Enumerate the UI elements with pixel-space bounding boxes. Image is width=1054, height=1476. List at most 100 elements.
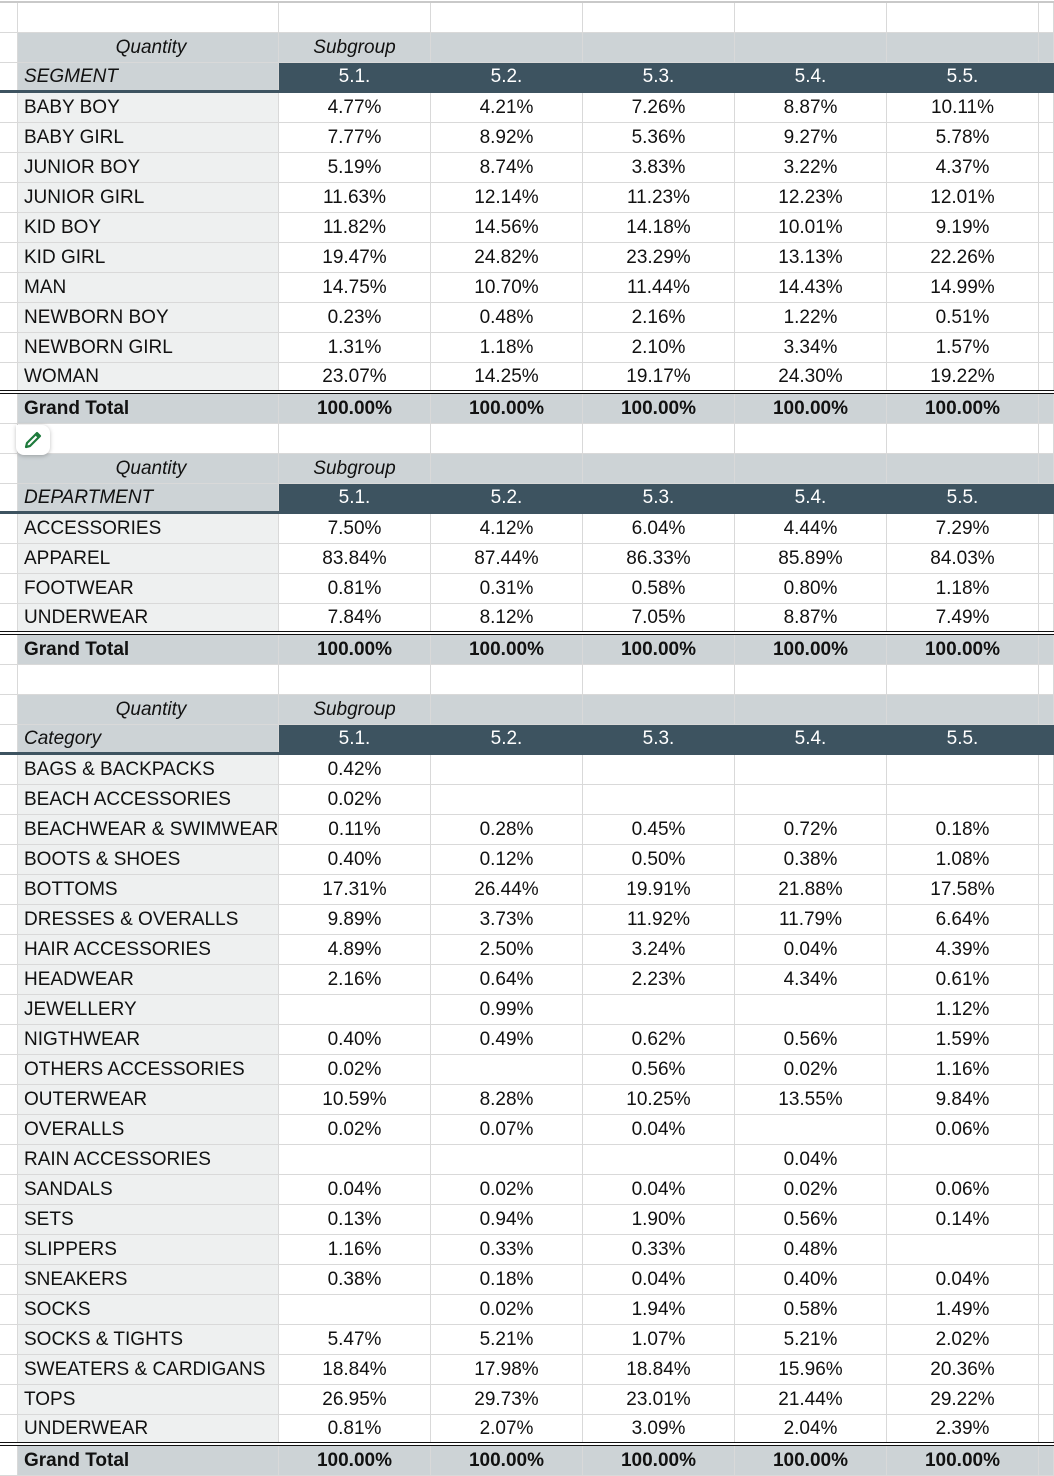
value-cell[interactable]: 3.73% bbox=[431, 905, 583, 934]
value-cell[interactable]: 12.01% bbox=[887, 183, 1039, 212]
row-label[interactable]: RAIN ACCESSORIES bbox=[18, 1145, 279, 1174]
cell[interactable] bbox=[18, 3, 279, 32]
column-field-label[interactable]: Subgroup bbox=[279, 33, 431, 62]
value-cell[interactable]: 10.01% bbox=[735, 213, 887, 242]
value-cell[interactable]: 4.21% bbox=[431, 93, 583, 122]
measure-label[interactable]: Quantity bbox=[18, 454, 279, 483]
value-cell[interactable]: 9.84% bbox=[887, 1085, 1039, 1114]
row-label[interactable]: OUTERWEAR bbox=[18, 1085, 279, 1114]
row-label[interactable]: APPAREL bbox=[18, 544, 279, 573]
value-cell[interactable]: 0.94% bbox=[431, 1205, 583, 1234]
column-header-5.2.[interactable]: 5.2. bbox=[431, 63, 583, 90]
value-cell[interactable]: 84.03% bbox=[887, 544, 1039, 573]
grand-total-value[interactable]: 100.00% bbox=[735, 635, 887, 664]
grand-total-value[interactable]: 100.00% bbox=[431, 1446, 583, 1475]
value-cell[interactable]: 19.22% bbox=[887, 363, 1039, 390]
cell[interactable] bbox=[1039, 454, 1054, 483]
row-label[interactable]: BEACHWEAR & SWIMWEAR bbox=[18, 815, 279, 844]
value-cell[interactable]: 0.42% bbox=[279, 755, 431, 784]
value-cell[interactable]: 0.02% bbox=[431, 1175, 583, 1204]
value-cell[interactable]: 85.89% bbox=[735, 544, 887, 573]
value-cell[interactable]: 0.04% bbox=[735, 1145, 887, 1174]
value-cell[interactable]: 11.23% bbox=[583, 183, 735, 212]
value-cell[interactable]: 0.48% bbox=[735, 1235, 887, 1264]
row-field-label[interactable]: DEPARTMENT bbox=[18, 484, 279, 511]
value-cell[interactable] bbox=[583, 785, 735, 814]
cell[interactable] bbox=[431, 665, 583, 694]
cell[interactable] bbox=[1039, 1085, 1054, 1114]
value-cell[interactable]: 6.04% bbox=[583, 514, 735, 543]
value-cell[interactable]: 19.17% bbox=[583, 363, 735, 390]
value-cell[interactable]: 4.77% bbox=[279, 93, 431, 122]
value-cell[interactable]: 12.14% bbox=[431, 183, 583, 212]
row-label[interactable]: SOCKS bbox=[18, 1295, 279, 1324]
value-cell[interactable]: 1.49% bbox=[887, 1295, 1039, 1324]
column-header-5.3.[interactable]: 5.3. bbox=[583, 63, 735, 90]
value-cell[interactable] bbox=[735, 995, 887, 1024]
cell[interactable] bbox=[1039, 123, 1054, 152]
value-cell[interactable]: 14.25% bbox=[431, 363, 583, 390]
value-cell[interactable]: 7.77% bbox=[279, 123, 431, 152]
value-cell[interactable]: 0.81% bbox=[279, 574, 431, 603]
value-cell[interactable]: 23.01% bbox=[583, 1385, 735, 1414]
value-cell[interactable]: 0.72% bbox=[735, 815, 887, 844]
value-cell[interactable]: 0.07% bbox=[431, 1115, 583, 1144]
value-cell[interactable]: 24.30% bbox=[735, 363, 887, 390]
column-header-5.2.[interactable]: 5.2. bbox=[431, 484, 583, 511]
value-cell[interactable]: 4.34% bbox=[735, 965, 887, 994]
value-cell[interactable] bbox=[431, 1145, 583, 1174]
cell[interactable] bbox=[1039, 635, 1054, 664]
grand-total-value[interactable]: 100.00% bbox=[583, 635, 735, 664]
value-cell[interactable]: 0.13% bbox=[279, 1205, 431, 1234]
row-label[interactable]: KID BOY bbox=[18, 213, 279, 242]
cell[interactable] bbox=[1039, 755, 1054, 784]
value-cell[interactable]: 7.49% bbox=[887, 604, 1039, 631]
row-label[interactable]: NEWBORN GIRL bbox=[18, 333, 279, 362]
row-label[interactable]: BEACH ACCESSORIES bbox=[18, 785, 279, 814]
value-cell[interactable]: 0.45% bbox=[583, 815, 735, 844]
cell[interactable] bbox=[735, 3, 887, 32]
cell[interactable] bbox=[1039, 935, 1054, 964]
cell[interactable] bbox=[735, 665, 887, 694]
column-header-5.5.[interactable]: 5.5. bbox=[887, 725, 1039, 752]
cell[interactable] bbox=[431, 695, 583, 724]
value-cell[interactable]: 0.02% bbox=[735, 1175, 887, 1204]
value-cell[interactable]: 86.33% bbox=[583, 544, 735, 573]
value-cell[interactable] bbox=[735, 785, 887, 814]
value-cell[interactable]: 4.12% bbox=[431, 514, 583, 543]
cell[interactable] bbox=[1039, 273, 1054, 302]
value-cell[interactable]: 1.90% bbox=[583, 1205, 735, 1234]
cell[interactable] bbox=[735, 424, 887, 453]
value-cell[interactable]: 13.13% bbox=[735, 243, 887, 272]
value-cell[interactable]: 0.02% bbox=[431, 1295, 583, 1324]
value-cell[interactable]: 1.18% bbox=[431, 333, 583, 362]
cell[interactable] bbox=[1039, 363, 1054, 390]
cell[interactable] bbox=[1039, 725, 1054, 752]
cell[interactable] bbox=[583, 33, 735, 62]
cell[interactable] bbox=[1039, 1265, 1054, 1294]
row-label[interactable]: SETS bbox=[18, 1205, 279, 1234]
row-label[interactable]: JEWELLERY bbox=[18, 995, 279, 1024]
cell[interactable] bbox=[1039, 695, 1054, 724]
value-cell[interactable]: 3.22% bbox=[735, 153, 887, 182]
row-label[interactable]: OTHERS ACCESSORIES bbox=[18, 1055, 279, 1084]
value-cell[interactable] bbox=[279, 995, 431, 1024]
cell[interactable] bbox=[583, 665, 735, 694]
column-header-5.3.[interactable]: 5.3. bbox=[583, 725, 735, 752]
row-label[interactable]: DRESSES & OVERALLS bbox=[18, 905, 279, 934]
row-label[interactable]: WOMAN bbox=[18, 363, 279, 390]
value-cell[interactable]: 8.74% bbox=[431, 153, 583, 182]
value-cell[interactable]: 1.59% bbox=[887, 1025, 1039, 1054]
value-cell[interactable]: 0.62% bbox=[583, 1025, 735, 1054]
grand-total-value[interactable]: 100.00% bbox=[583, 1446, 735, 1475]
cell[interactable] bbox=[1039, 484, 1054, 511]
grand-total-value[interactable]: 100.00% bbox=[279, 635, 431, 664]
value-cell[interactable]: 83.84% bbox=[279, 544, 431, 573]
value-cell[interactable]: 0.04% bbox=[887, 1265, 1039, 1294]
value-cell[interactable]: 1.18% bbox=[887, 574, 1039, 603]
cell[interactable] bbox=[1039, 785, 1054, 814]
value-cell[interactable]: 17.31% bbox=[279, 875, 431, 904]
value-cell[interactable]: 9.19% bbox=[887, 213, 1039, 242]
value-cell[interactable]: 2.04% bbox=[735, 1415, 887, 1442]
value-cell[interactable]: 0.58% bbox=[735, 1295, 887, 1324]
